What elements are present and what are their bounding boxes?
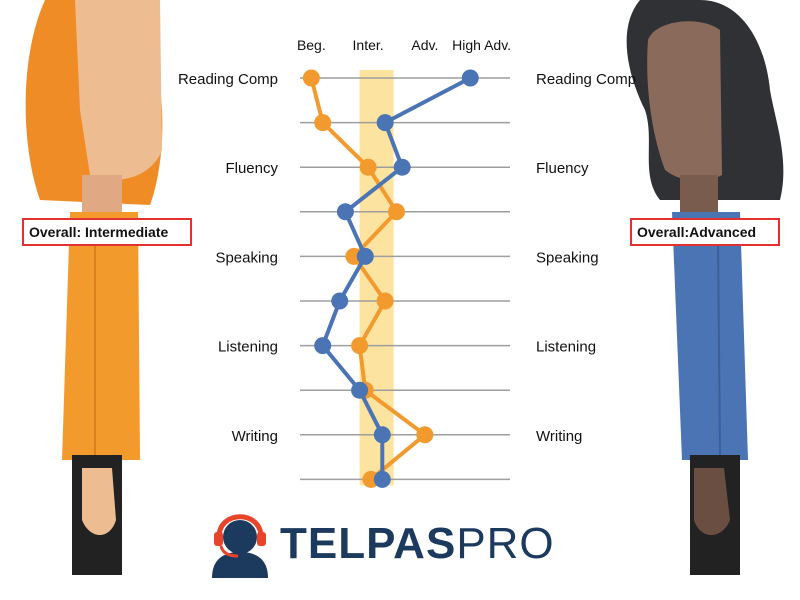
row-label-left: Speaking	[215, 249, 278, 266]
x-tick-label: Adv.	[411, 37, 438, 53]
x-tick-label: High Adv.	[452, 37, 511, 53]
data-point-blue	[314, 337, 332, 355]
x-tick-labels: Beg. Inter. Adv. High Adv.	[297, 37, 511, 53]
chart-area: Beg. Inter. Adv. High Adv. Reading Comp Read…	[178, 37, 636, 488]
data-point-blue	[351, 381, 369, 399]
row-label-right: Reading Comp	[536, 71, 636, 88]
series-line-orange	[309, 77, 427, 481]
row-label-left: Fluency	[225, 160, 278, 177]
data-point-orange	[351, 337, 369, 355]
overall-intermediate-label: Overall: Intermediate	[22, 218, 192, 246]
right-face	[647, 21, 722, 182]
logo-part-telpas: TELPAS	[280, 519, 457, 568]
data-point-orange	[376, 292, 394, 310]
left-neck	[82, 175, 122, 215]
left-hand	[82, 468, 116, 535]
data-point-orange	[359, 158, 377, 176]
right-hand	[694, 468, 730, 535]
x-tick-label: Beg.	[297, 37, 326, 53]
logo-part-pro: PRO	[456, 519, 555, 568]
intermediate-highlight-band	[359, 70, 394, 486]
row-label-right: Speaking	[536, 249, 599, 266]
row-label-right: Fluency	[536, 160, 589, 177]
data-point-blue	[336, 203, 354, 221]
data-point-orange	[387, 203, 405, 221]
data-point-orange	[314, 114, 332, 132]
data-point-blue	[376, 114, 394, 132]
data-point-orange	[416, 426, 434, 444]
row-label-left: Reading Comp	[178, 71, 278, 88]
x-tick-label: Inter.	[353, 37, 384, 53]
data-point-blue	[331, 292, 349, 310]
data-point-orange	[302, 69, 320, 87]
row-labels: Reading Comp Reading Comp Fluency Fluency Sp…	[178, 71, 636, 445]
data-point-blue	[373, 470, 391, 488]
left-shirt	[62, 212, 140, 460]
data-point-blue	[461, 69, 479, 87]
series-line-blue	[320, 76, 472, 480]
overall-advanced-label: Overall:Advanced	[630, 218, 780, 246]
right-arm-seam	[717, 239, 721, 456]
data-point-blue	[393, 158, 411, 176]
right-shirt	[672, 212, 748, 460]
right-person-illustration	[626, 0, 784, 575]
right-neck	[680, 175, 718, 215]
row-label-left: Listening	[218, 339, 278, 356]
left-face	[75, 0, 162, 180]
row-label-right: Listening	[536, 339, 596, 356]
row-label-left: Writing	[232, 428, 278, 445]
chart-gridlines	[300, 77, 510, 481]
data-point-blue	[373, 426, 391, 444]
logo-wordmark: TELPASPRO	[280, 519, 555, 569]
left-person-illustration	[25, 0, 163, 575]
chart-series	[302, 69, 479, 488]
telpas-pro-logo: TELPASPRO	[210, 512, 555, 576]
data-point-blue	[356, 247, 374, 265]
headset-person-icon	[212, 514, 268, 578]
row-label-right: Writing	[536, 428, 582, 445]
